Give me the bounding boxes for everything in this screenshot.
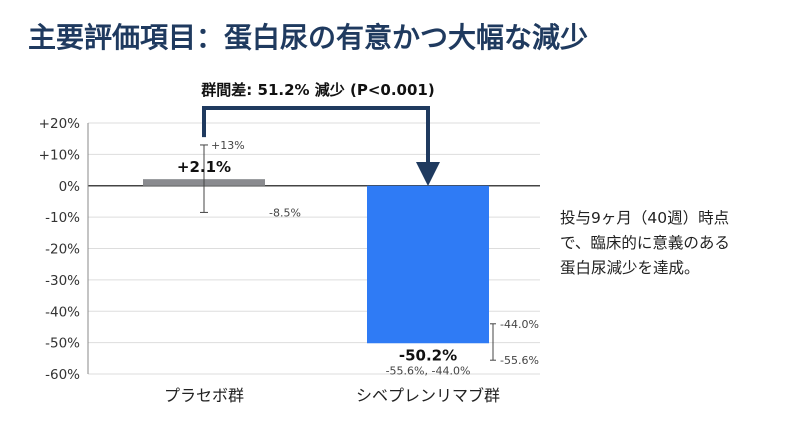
error-upper-label: -44.0% <box>500 318 539 331</box>
annotation-backdrop <box>196 78 440 100</box>
difference-annotation: 群間差: 51.2% 減少 (P<0.001) <box>201 81 434 99</box>
y-tick-label: -40% <box>45 304 80 320</box>
value-label: +2.1% <box>177 158 231 176</box>
y-tick-label: -50% <box>45 336 80 352</box>
y-tick-label: -20% <box>45 242 80 258</box>
value-label: -50.2% <box>399 346 457 364</box>
page-title: 主要評価項目：蛋白尿の有意かつ大幅な減少 <box>28 21 589 54</box>
bars <box>143 179 489 344</box>
y-tick-label: -60% <box>45 367 80 383</box>
y-tick-label: +20% <box>39 116 80 132</box>
side-note-line: で、臨床的に意義のある <box>560 234 730 252</box>
side-note: 投与9ヶ月（40週）時点 で、臨床的に意義のある 蛋白尿減少を達成。 <box>560 206 790 281</box>
y-tick-label: +10% <box>39 147 80 163</box>
ci-label: -55.6%, -44.0% <box>386 364 471 377</box>
data-labels: プラセボ群 シベプレンリマブ群 +13% -8.5% +2.1% -44.0% -55.6%… <box>164 139 539 405</box>
x-tick-label: シベプレンリマブ群 <box>356 386 500 405</box>
error-lower-label: -8.5% <box>269 206 301 219</box>
y-tick-label: -30% <box>45 273 80 289</box>
side-note-line: 投与9ヶ月（40週）時点 <box>560 209 730 227</box>
x-tick-label: プラセボ群 <box>164 386 244 405</box>
y-tick-label: 0% <box>59 179 81 195</box>
y-tick-label: -10% <box>45 210 80 226</box>
difference-bracket: 群間差: 51.2% 減少 (P<0.001) <box>196 78 440 186</box>
bar-2 <box>367 185 489 344</box>
difference-arrow <box>202 106 440 186</box>
side-note-line: 蛋白尿減少を達成。 <box>560 259 700 277</box>
error-upper-label: +13% <box>211 139 245 152</box>
y-axis-ticks: +20% +10% 0% -10% -20% -30% -40% -50% -60% <box>39 116 80 383</box>
error-lower-label: -55.6% <box>500 354 539 367</box>
